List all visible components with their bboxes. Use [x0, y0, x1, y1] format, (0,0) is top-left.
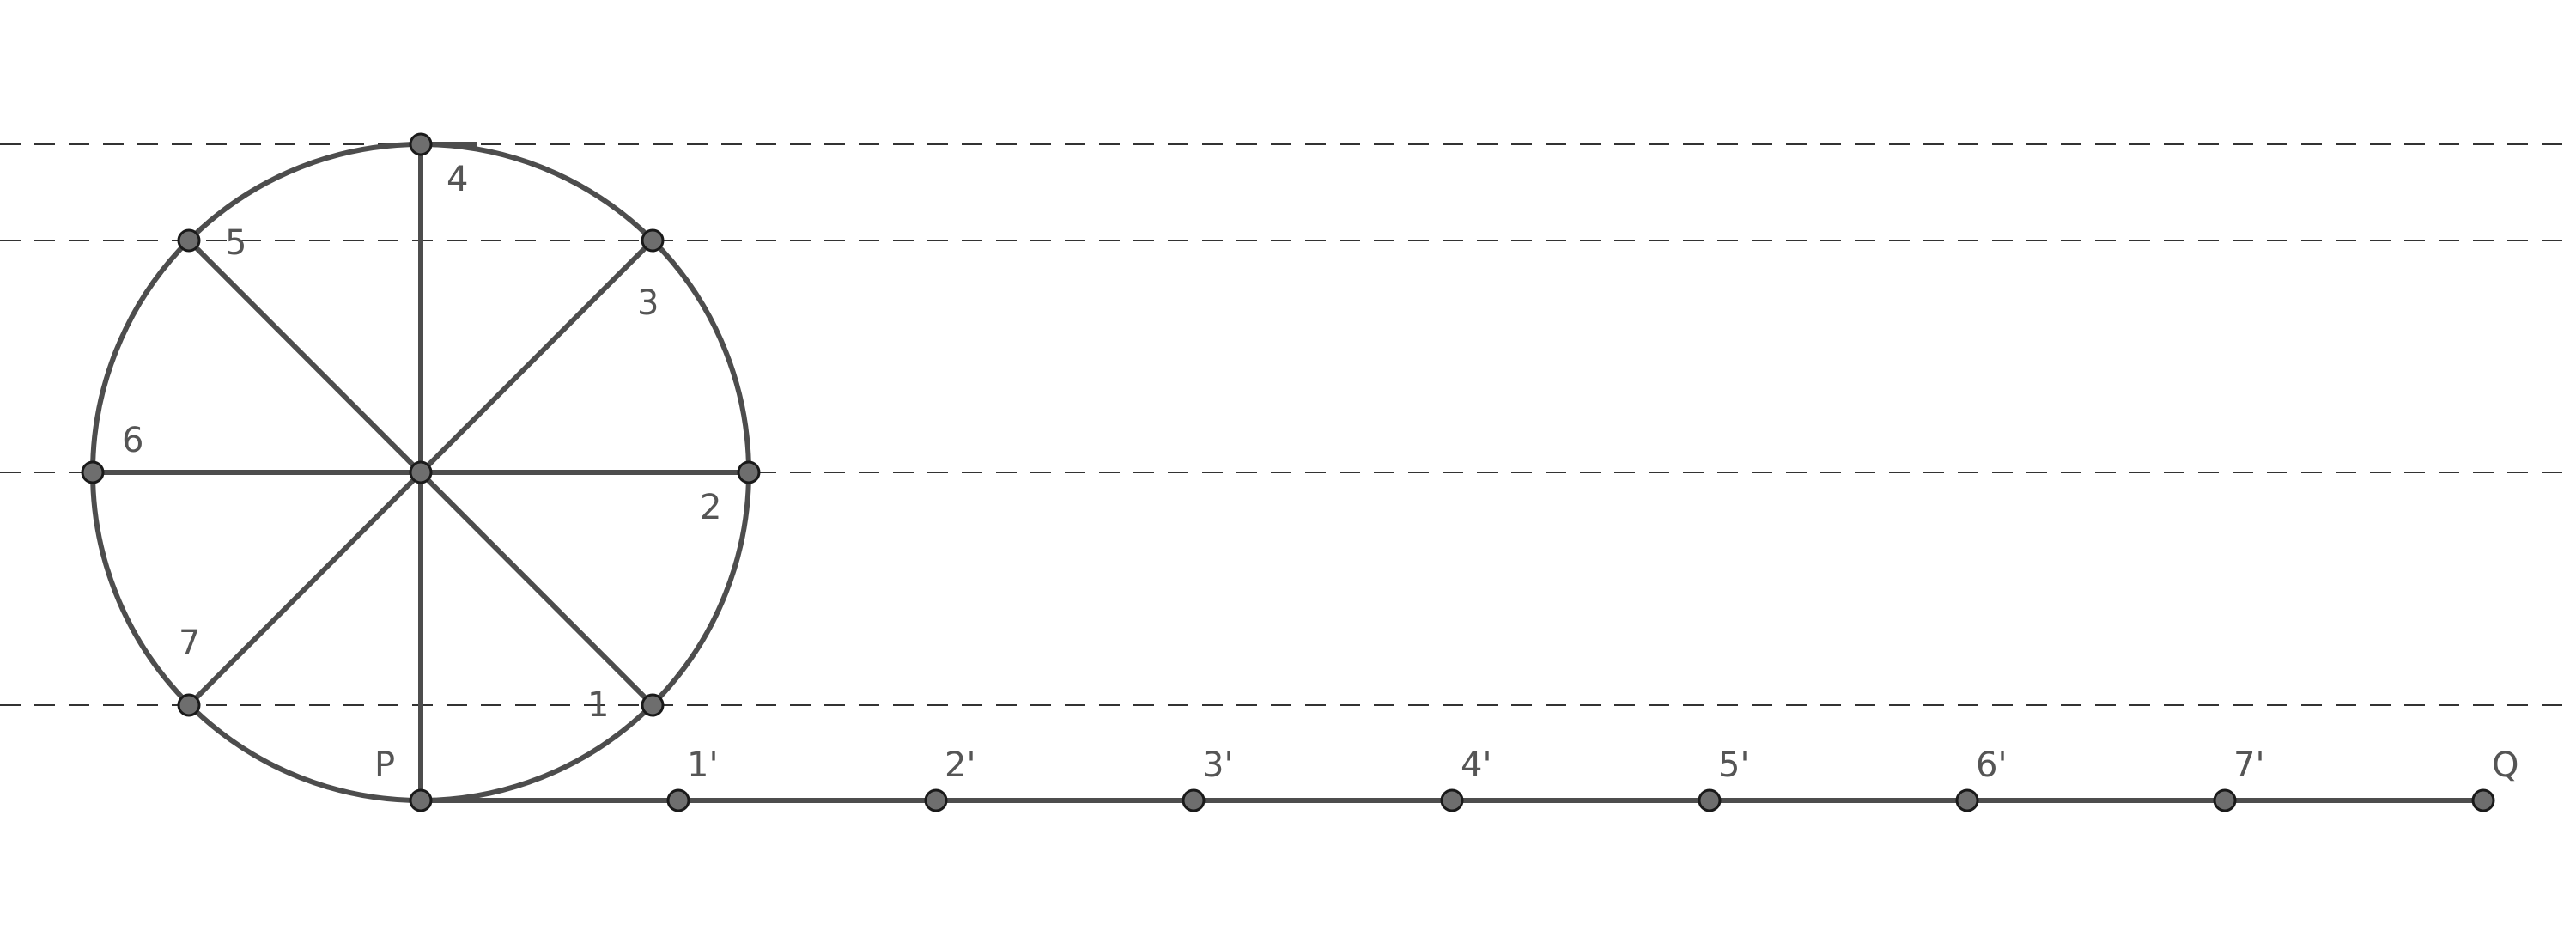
circle-label-4: 4: [447, 160, 468, 199]
line-label-6: 6': [1976, 745, 2007, 785]
center-point: [409, 460, 433, 484]
point-p: [409, 788, 433, 812]
circle-point-1: [641, 693, 665, 717]
circle-point-5: [177, 228, 201, 253]
line-point-5: [1698, 788, 1722, 812]
line-label-7: 7': [2233, 745, 2264, 785]
line-point-3: [1182, 788, 1206, 812]
circle-point-7: [177, 693, 201, 717]
line-label-5: 5': [1718, 745, 1749, 785]
line-point-4: [1440, 788, 1464, 812]
circle-point-4: [409, 132, 433, 156]
line-point-7: [2213, 788, 2237, 812]
circle-point-2: [737, 460, 761, 484]
point-q: [2471, 788, 2495, 812]
label-p: P: [374, 745, 395, 785]
circle-label-2: 2: [700, 488, 721, 527]
line-point-2: [924, 788, 948, 812]
line-point-6: [1955, 788, 1979, 812]
line-label-1: 1': [687, 745, 718, 785]
circle-label-6: 6: [122, 421, 143, 460]
line-label-3: 3': [1202, 745, 1233, 785]
circle-label-5: 5: [225, 223, 246, 263]
line-label-4: 4': [1461, 745, 1492, 785]
circle-point-6: [81, 460, 105, 484]
label-q: Q: [2492, 745, 2518, 785]
circle-label-3: 3: [637, 283, 659, 323]
line-label-2: 2': [945, 745, 975, 785]
circle-label-1: 1: [587, 685, 609, 725]
line-point-1: [666, 788, 690, 812]
circle-label-7: 7: [179, 624, 200, 663]
circle-point-3: [641, 228, 665, 253]
